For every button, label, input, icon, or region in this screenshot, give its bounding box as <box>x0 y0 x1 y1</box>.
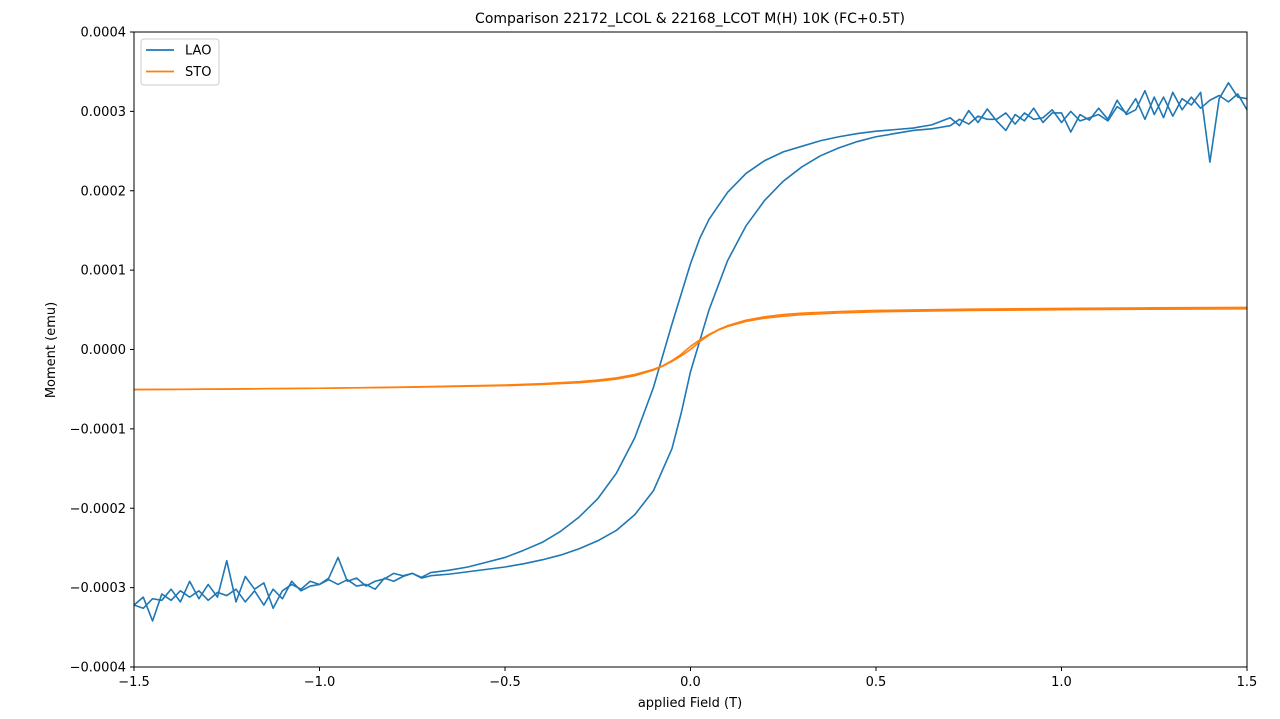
x-axis-label: applied Field (T) <box>638 696 742 711</box>
x-tick-label: 1.5 <box>1237 675 1258 690</box>
x-tick-label: −0.5 <box>489 675 521 690</box>
y-tick-label: −0.0001 <box>70 422 126 437</box>
y-tick-label: 0.0002 <box>81 184 127 199</box>
series-line-lao-branch-2 <box>134 91 1247 622</box>
x-tick-label: 1.0 <box>1051 675 1072 690</box>
x-tick-label: 0.0 <box>680 675 701 690</box>
plot-area <box>133 31 1248 668</box>
y-axis: −0.0004 −0.0003 −0.0002 −0.0001 0.0000 0.0001… <box>70 26 134 676</box>
x-axis: −1.5 −1.0 −0.5 0.0 0.5 1.0 1.5 <box>118 667 1257 690</box>
series-layer <box>134 82 1247 622</box>
y-tick-label: −0.0004 <box>70 661 126 676</box>
y-axis-label: Moment (emu) <box>44 302 59 398</box>
x-tick-label: −1.5 <box>118 675 150 690</box>
x-tick-label: −1.0 <box>304 675 336 690</box>
y-tick-label: −0.0003 <box>70 581 126 596</box>
legend-label-lao: LAO <box>185 44 211 59</box>
series-line-sto-branch-1 <box>134 308 1247 391</box>
legend: LAO STO <box>140 38 220 86</box>
y-tick-label: −0.0002 <box>70 502 126 517</box>
x-tick-label: 0.5 <box>866 675 887 690</box>
legend-label-sto: STO <box>185 65 211 80</box>
y-tick-label: 0.0001 <box>81 264 127 279</box>
series-line-lao-branch-1 <box>134 82 1247 610</box>
chart-title: Comparison 22172_LCOL & 22168_LCOT M(H) … <box>475 11 905 27</box>
y-tick-label: 0.0003 <box>81 105 127 120</box>
series-line-sto-branch-2 <box>134 306 1247 391</box>
y-tick-label: 0.0004 <box>81 26 127 41</box>
y-tick-label: 0.0000 <box>81 343 127 358</box>
